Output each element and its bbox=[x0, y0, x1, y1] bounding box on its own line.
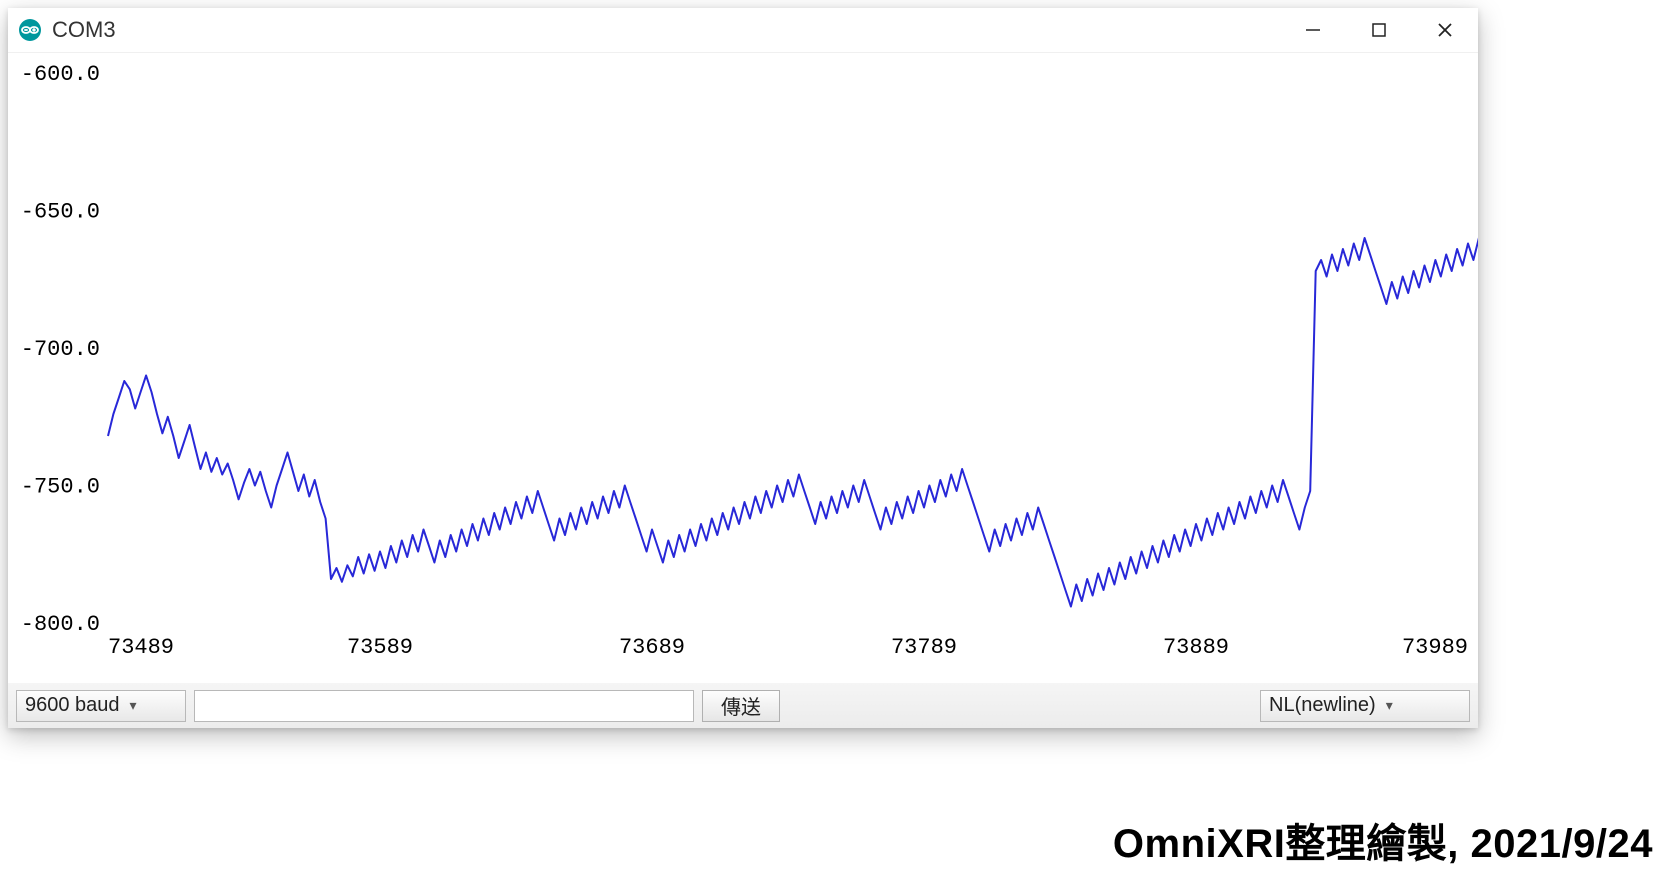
serial-plotter-window: COM3 -600.0 -650.0 -700.0 -750.0 -800.0 73489… bbox=[8, 8, 1478, 728]
arduino-icon bbox=[18, 18, 42, 42]
close-button[interactable] bbox=[1412, 8, 1478, 52]
plot-area: -600.0 -650.0 -700.0 -750.0 -800.0 73489 73589… bbox=[8, 52, 1478, 682]
plot-svg: -600.0 -650.0 -700.0 -750.0 -800.0 73489 73589… bbox=[8, 53, 1478, 683]
line-ending-select[interactable]: NL(newline) ▾ bbox=[1260, 690, 1470, 722]
svg-text:-650.0: -650.0 bbox=[21, 200, 100, 225]
window-title: COM3 bbox=[52, 17, 116, 43]
close-icon bbox=[1437, 22, 1453, 38]
image-caption: OmniXRI整理繪製, 2021/9/24 bbox=[1113, 811, 1653, 869]
svg-text:73989: 73989 bbox=[1402, 635, 1468, 660]
maximize-icon bbox=[1371, 22, 1387, 38]
svg-text:73789: 73789 bbox=[891, 635, 957, 660]
minimize-button[interactable] bbox=[1280, 8, 1346, 52]
bottom-toolbar: 9600 baud ▾ 傳送 NL(newline) ▾ bbox=[8, 682, 1478, 728]
send-button[interactable]: 傳送 bbox=[702, 690, 780, 722]
svg-text:-750.0: -750.0 bbox=[21, 475, 100, 500]
chevron-down-icon: ▾ bbox=[130, 697, 137, 714]
maximize-button[interactable] bbox=[1346, 8, 1412, 52]
svg-text:73689: 73689 bbox=[619, 635, 685, 660]
line-ending-value: NL(newline) bbox=[1269, 694, 1376, 717]
svg-text:73589: 73589 bbox=[347, 635, 413, 660]
svg-text:73489: 73489 bbox=[108, 635, 174, 660]
svg-text:-800.0: -800.0 bbox=[21, 612, 100, 637]
minimize-icon bbox=[1305, 22, 1321, 38]
serial-input[interactable] bbox=[194, 690, 694, 722]
baud-rate-select[interactable]: 9600 baud ▾ bbox=[16, 690, 186, 722]
svg-text:73889: 73889 bbox=[1163, 635, 1229, 660]
titlebar[interactable]: COM3 bbox=[8, 8, 1478, 52]
chevron-down-icon: ▾ bbox=[1386, 697, 1393, 714]
svg-text:-600.0: -600.0 bbox=[21, 62, 100, 87]
baud-rate-value: 9600 baud bbox=[25, 694, 120, 717]
send-button-label: 傳送 bbox=[721, 691, 761, 720]
svg-text:-700.0: -700.0 bbox=[21, 337, 100, 362]
